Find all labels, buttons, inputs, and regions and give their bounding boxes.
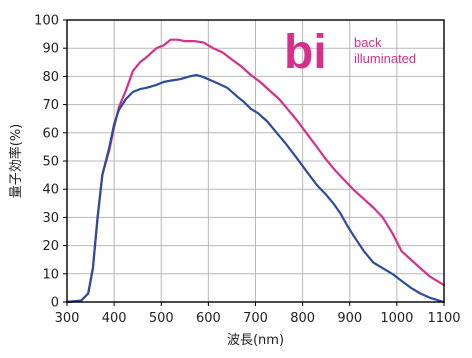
logo-text-back: back: [354, 35, 382, 50]
x-tick-label: 800: [290, 311, 315, 326]
logo-mark: bi: [284, 26, 327, 79]
x-tick-label: 700: [243, 311, 268, 326]
logo-text-illuminated: illuminated: [354, 51, 416, 66]
y-axis-title: 量子効率(%): [8, 124, 24, 199]
y-tick-label: 30: [42, 211, 59, 226]
x-tick-label: 400: [102, 311, 127, 326]
y-tick-label: 50: [42, 155, 59, 170]
y-tick-label: 70: [42, 98, 59, 113]
y-tick-label: 0: [51, 296, 59, 311]
x-axis-title: 波長(nm): [227, 333, 284, 348]
series-line-2: [65, 73, 446, 304]
y-tick-label: 60: [42, 126, 59, 141]
y-tick-label: 10: [42, 267, 59, 282]
y-tick-label: 40: [42, 183, 59, 198]
y-tick-label: 80: [42, 70, 59, 85]
x-tick-label: 1000: [380, 311, 413, 326]
series-layer: [65, 38, 446, 304]
back-illuminated-logo: bi back illuminated: [284, 26, 416, 79]
tick-labels: 300 400 500 600 700 800 900 1000 1100 0 10 20 30 40 50…: [34, 14, 460, 327]
y-tick-label: 20: [42, 239, 59, 254]
y-tick-label: 100: [34, 14, 59, 29]
x-tick-label: 300: [55, 311, 80, 326]
x-tick-label: 900: [337, 311, 362, 326]
x-tick-label: 500: [149, 311, 174, 326]
x-tick-label: 600: [196, 311, 221, 326]
x-tick-label: 1100: [427, 311, 460, 326]
y-tick-label: 90: [42, 42, 59, 57]
